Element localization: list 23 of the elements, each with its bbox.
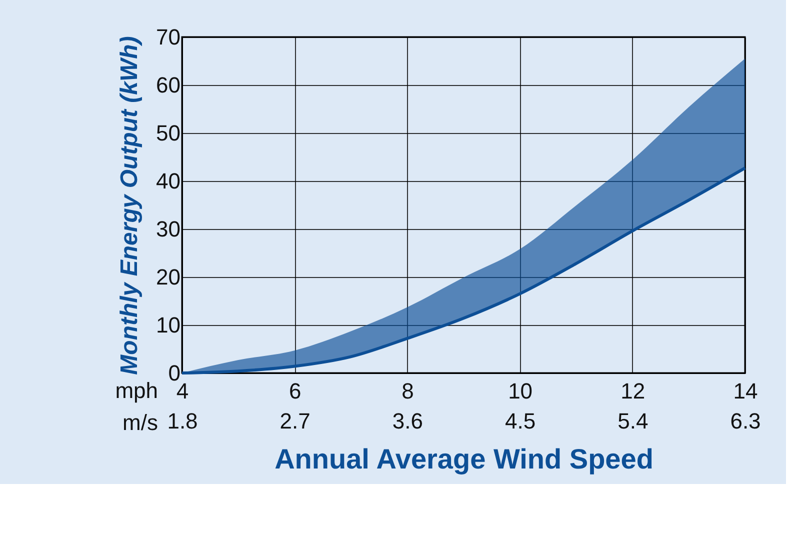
y-tick-label: 50 <box>156 120 180 146</box>
y-tick-label: 0 <box>168 360 180 386</box>
text: mph <box>115 378 158 403</box>
x2-tick-label: 3.6 <box>392 408 423 434</box>
x2-tick-label: 4.5 <box>505 408 536 434</box>
x-tick-label: 6 <box>288 378 302 404</box>
text: m/s <box>122 410 158 435</box>
y-tick-label: 60 <box>156 72 180 98</box>
x-tick-label: 12 <box>620 378 646 404</box>
x-tick-label: 10 <box>508 378 533 404</box>
x-axis-title: Annual Average Wind Speed <box>274 444 654 474</box>
y-tick-label: 20 <box>156 264 180 290</box>
y-tick-label: 30 <box>156 216 180 242</box>
x-tick-label: 8 <box>402 378 414 404</box>
x2-tick-label: 2.7 <box>280 408 310 434</box>
x2-tick-label: 1.8 <box>167 408 198 434</box>
y-tick-label: 70 <box>156 24 180 50</box>
x2-tick-label: 5.4 <box>618 408 648 434</box>
y-tick-label: 10 <box>156 312 180 338</box>
x-tick-label: 14 <box>733 378 758 404</box>
x2-tick-label: 6.3 <box>730 408 761 434</box>
y-axis-title: Monthly Energy Output (kWh) <box>116 36 144 375</box>
y-tick-label: 40 <box>156 168 180 194</box>
